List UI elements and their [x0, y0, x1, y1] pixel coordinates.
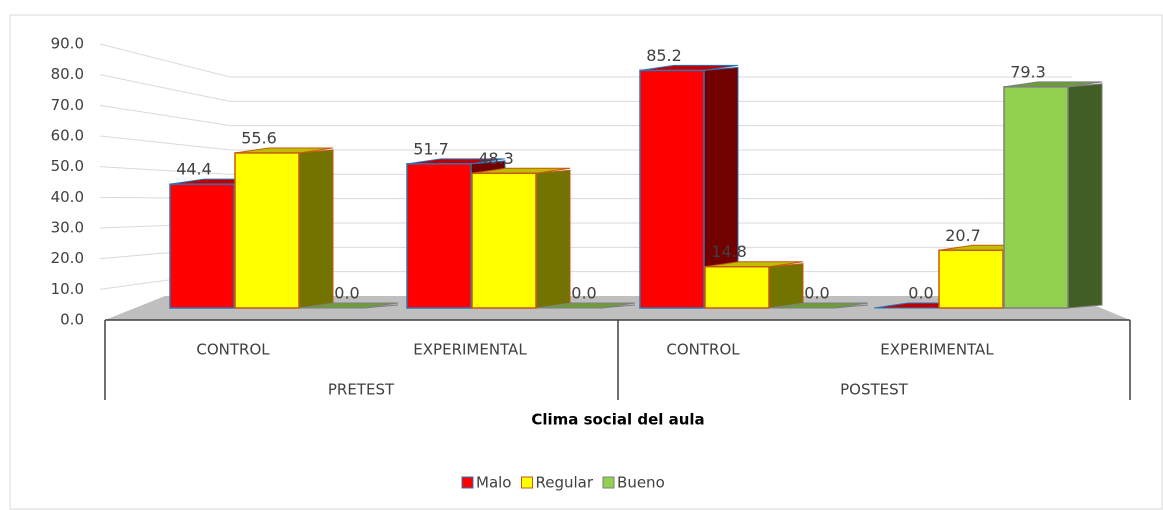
x-tick-label: EXPERIMENTAL [413, 341, 527, 359]
legend-label: Malo [476, 474, 511, 492]
bar-side [768, 263, 804, 309]
bar-side [298, 149, 334, 309]
data-label: 79.3 [1010, 62, 1046, 81]
x-tick-label: CONTROL [196, 341, 270, 359]
bar [639, 69, 705, 309]
y-tick-label: 60.0 [51, 127, 84, 145]
y-tick-label: 70.0 [51, 96, 84, 114]
bar-side [363, 304, 399, 309]
grid-line [99, 43, 1072, 78]
bar-side [1067, 83, 1103, 309]
bar [938, 249, 1004, 309]
legend-swatch [602, 476, 615, 489]
bar-side [833, 304, 869, 309]
bar-side [535, 169, 571, 309]
grid-line [99, 135, 1072, 151]
data-label: 85.2 [646, 46, 682, 65]
data-label: 51.7 [413, 139, 449, 158]
legend-swatch [520, 476, 533, 489]
bar-side [600, 304, 636, 309]
y-tick-label: 10.0 [51, 280, 84, 298]
y-tick-label: 20.0 [51, 249, 84, 267]
y-tick-label: 30.0 [51, 219, 84, 237]
bar [169, 183, 235, 309]
x-tick-label: EXPERIMENTAL [880, 341, 994, 359]
data-label: 0.0 [334, 284, 359, 303]
group-label: PRETEST [328, 381, 395, 399]
bar [234, 152, 300, 309]
bar-top [536, 302, 636, 309]
legend-label: Bueno [617, 474, 665, 492]
grid-line [99, 104, 1072, 127]
bar-top [769, 302, 869, 309]
bar [1003, 86, 1069, 309]
bar [406, 163, 472, 309]
y-tick-label: 80.0 [51, 65, 84, 83]
y-tick-label: 0.0 [60, 311, 84, 329]
data-label: 20.7 [945, 226, 981, 245]
y-tick-label: 90.0 [51, 35, 84, 53]
grid-line [99, 74, 1072, 102]
data-label: 0.0 [908, 284, 933, 303]
x-tick-label: CONTROL [666, 341, 740, 359]
data-label: 44.4 [176, 160, 212, 179]
y-tick-label: 40.0 [51, 188, 84, 206]
legend-swatch [461, 476, 474, 489]
group-label: POSTEST [840, 381, 909, 399]
data-label: 55.6 [241, 128, 277, 147]
floor [105, 296, 1130, 320]
legend-label: Regular [535, 474, 593, 492]
grid-line [99, 166, 1072, 175]
data-label: 0.0 [804, 284, 829, 303]
data-label: 14.8 [711, 242, 747, 261]
data-label: 48.3 [478, 149, 514, 168]
bar [471, 172, 537, 309]
x-axis-title: Clima social del aula [531, 411, 704, 429]
bar-top [299, 302, 399, 309]
data-label: 0.0 [571, 284, 596, 303]
y-tick-label: 50.0 [51, 157, 84, 175]
bar [704, 265, 770, 309]
